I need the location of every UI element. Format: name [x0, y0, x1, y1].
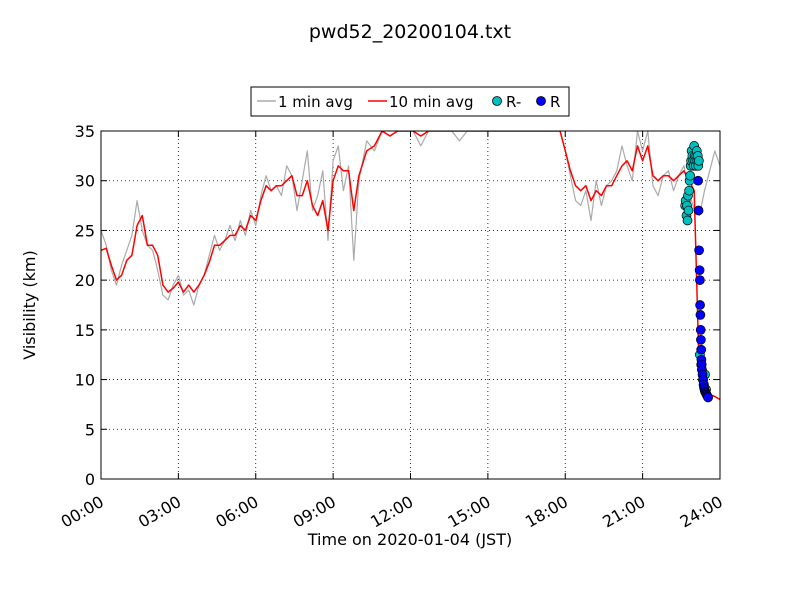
y-tick-label: 5 [85, 420, 95, 439]
legend-label-r-minus: R- [506, 93, 521, 111]
legend-box [250, 86, 570, 117]
data-point [693, 205, 704, 216]
series-layer [101, 131, 720, 403]
data-point [694, 265, 705, 276]
x-tick-label: 18:00 [522, 492, 571, 532]
data-point [696, 344, 707, 355]
x-tick-label: 00:00 [58, 492, 107, 532]
data-point [682, 215, 693, 226]
data-point [696, 334, 706, 345]
x-tick-label: 21:00 [599, 492, 648, 532]
y-tick-label: 10 [75, 371, 95, 390]
series-points-r [693, 175, 713, 403]
y-tick-label: 0 [85, 470, 95, 489]
x-axis-label: Time on 2020-01-04 (JST) [307, 530, 512, 549]
x-axis: 00:00 03:00 06:00 09:00 12:00 15:00 18:00 21:00… [58, 131, 726, 532]
y-tick-label: 25 [75, 221, 95, 240]
x-tick-label: 03:00 [135, 492, 184, 532]
x-tick-label: 15:00 [444, 492, 493, 532]
legend-marker-r-minus [492, 96, 502, 106]
legend-label-10min: 10 min avg [389, 93, 474, 111]
x-tick-label: 06:00 [212, 492, 261, 532]
y-axis: 0 5 10 15 20 25 30 35 [75, 122, 720, 489]
chart-title: pwd52_20200104.txt [309, 21, 511, 43]
data-point [693, 175, 703, 186]
legend-label-r: R [550, 93, 560, 111]
series-line-10min-avg [101, 131, 720, 401]
legend: 1 min avg 10 min avg R- R [250, 86, 570, 117]
y-tick-label: 30 [75, 172, 95, 191]
y-tick-label: 20 [75, 271, 95, 290]
data-point [695, 300, 705, 310]
y-tick-label: 15 [75, 321, 95, 340]
data-point [695, 310, 706, 320]
data-point [694, 245, 704, 256]
x-tick-label: 12:00 [367, 492, 416, 532]
data-point [695, 275, 705, 285]
data-point [703, 392, 713, 403]
series-line-1min-avg [101, 131, 720, 306]
legend-label-1min: 1 min avg [278, 93, 353, 111]
x-tick-label: 09:00 [290, 492, 339, 532]
y-tick-label: 35 [75, 122, 95, 141]
plot-area [101, 131, 720, 403]
data-point [694, 155, 704, 166]
data-point [683, 205, 694, 216]
y-axis-label: Visibility (km) [20, 250, 39, 359]
data-point [684, 185, 694, 196]
x-tick-label: 24:00 [677, 492, 726, 532]
data-point [695, 325, 706, 335]
data-point [685, 170, 695, 181]
legend-marker-r [536, 96, 546, 106]
